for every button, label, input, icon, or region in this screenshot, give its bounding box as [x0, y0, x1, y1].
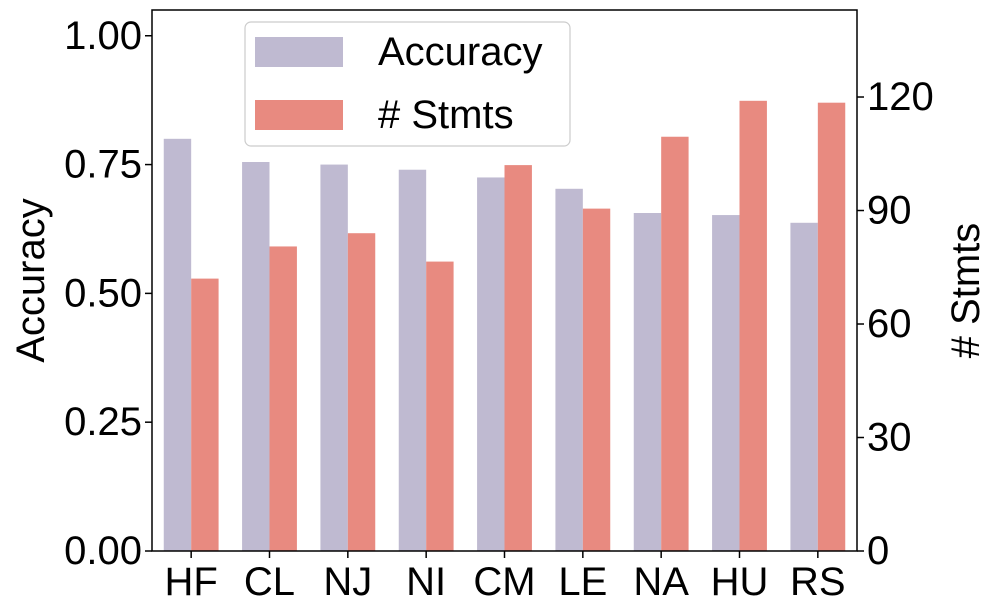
y-tick-label-left: 1.00: [64, 14, 142, 58]
y-tick-label-right: 120: [867, 75, 934, 119]
bar-accuracy-cl: [242, 162, 270, 551]
bar-accuracy-le: [555, 188, 583, 552]
bar-accuracy-rs: [790, 222, 818, 552]
bar-stmts-le: [582, 208, 611, 551]
y-tick-label-left: 0.00: [64, 529, 142, 573]
legend: Accuracy # Stmts: [244, 21, 571, 147]
legend-label-accuracy: Accuracy: [378, 30, 543, 74]
y-tick-label-left: 0.25: [64, 400, 142, 444]
bar-stmts-nj: [347, 233, 376, 551]
legend-swatch-accuracy: [255, 37, 343, 67]
bar-stmts-cl: [269, 246, 297, 551]
y-tick-label-right: 0: [867, 529, 889, 573]
x-tick-label: LE: [558, 560, 607, 604]
x-tick-label: NJ: [323, 560, 372, 604]
bars: [163, 100, 846, 552]
y-tick-label-right: 60: [867, 302, 912, 346]
left-axis: 0.00 0.25 0.50 0.75 1.00: [64, 14, 152, 573]
bar-accuracy-ni: [398, 169, 427, 551]
y-axis-title-right: # Stmts: [944, 223, 988, 359]
bar-stmts-hu: [739, 100, 767, 552]
y-tick-label-left: 0.75: [64, 143, 142, 187]
bar-accuracy-hu: [712, 215, 740, 551]
x-tick-label: CL: [244, 560, 295, 604]
y-tick-label-right: 30: [867, 416, 912, 460]
y-tick-label-left: 0.50: [64, 271, 142, 315]
bar-accuracy-hf: [163, 138, 192, 551]
right-axis: 0 30 60 90 120: [857, 75, 934, 573]
x-tick-label: CM: [473, 560, 535, 604]
bar-stmts-hf: [191, 278, 219, 551]
x-tick-label: RS: [790, 560, 846, 604]
x-tick-label: HF: [165, 560, 218, 604]
bar-stmts-na: [661, 136, 689, 552]
bar-stmts-ni: [426, 261, 454, 551]
bar-stmts-rs: [817, 102, 846, 551]
x-tick-label: NI: [406, 560, 446, 604]
legend-swatch-stmts: [255, 100, 343, 130]
legend-label-stmts: # Stmts: [378, 93, 514, 137]
bar-stmts-cm: [504, 165, 532, 552]
bar-accuracy-na: [633, 213, 662, 551]
x-tick-label: NA: [633, 560, 689, 604]
x-axis: HF CL NJ NI CM LE NA HU RS: [165, 551, 846, 604]
y-axis-title-left: Accuracy: [9, 198, 53, 363]
bar-accuracy-cm: [477, 177, 505, 551]
x-tick-label: HU: [711, 560, 769, 604]
bar-accuracy-nj: [320, 164, 348, 551]
y-tick-label-right: 90: [867, 189, 912, 233]
